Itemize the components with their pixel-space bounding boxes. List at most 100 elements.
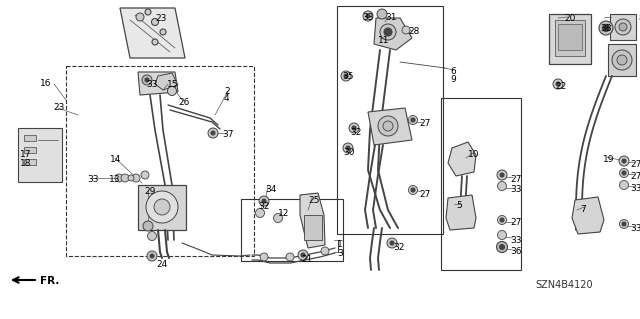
Circle shape: [378, 116, 398, 136]
Circle shape: [402, 26, 410, 34]
Text: 6: 6: [450, 67, 456, 76]
Circle shape: [617, 55, 627, 65]
Text: 33: 33: [510, 185, 522, 194]
Text: 33: 33: [87, 175, 99, 184]
Circle shape: [260, 253, 268, 261]
Circle shape: [349, 123, 359, 133]
Text: 33: 33: [146, 80, 157, 89]
Circle shape: [147, 232, 157, 241]
Bar: [24, 159, 36, 165]
Text: 15: 15: [167, 80, 179, 89]
Text: 34: 34: [265, 185, 276, 194]
Circle shape: [147, 251, 157, 261]
Bar: [610, 14, 636, 40]
Circle shape: [146, 191, 178, 223]
Circle shape: [363, 11, 373, 21]
Text: 25: 25: [308, 196, 319, 205]
Polygon shape: [446, 195, 476, 230]
Circle shape: [411, 118, 415, 122]
Circle shape: [145, 9, 151, 15]
Circle shape: [615, 19, 631, 35]
Polygon shape: [138, 72, 178, 95]
Bar: [555, 20, 585, 56]
Text: 22: 22: [555, 82, 566, 91]
Circle shape: [259, 196, 269, 206]
Text: 32: 32: [393, 243, 404, 252]
Circle shape: [346, 146, 350, 150]
Text: 4: 4: [224, 94, 230, 103]
Circle shape: [500, 218, 504, 222]
Polygon shape: [300, 193, 325, 248]
Text: 10: 10: [468, 150, 479, 159]
Text: 3: 3: [337, 249, 343, 258]
Circle shape: [500, 173, 504, 177]
Polygon shape: [374, 18, 412, 50]
Circle shape: [622, 222, 626, 226]
Bar: [24, 147, 36, 153]
Circle shape: [384, 28, 392, 36]
Text: 38: 38: [600, 24, 611, 33]
Circle shape: [620, 168, 628, 177]
Text: 27: 27: [630, 160, 640, 169]
Circle shape: [262, 199, 266, 203]
Text: 16: 16: [40, 79, 51, 88]
Circle shape: [136, 13, 144, 21]
Polygon shape: [572, 197, 604, 234]
Circle shape: [145, 78, 149, 82]
Bar: [66, 66, 254, 256]
Circle shape: [620, 181, 628, 189]
Circle shape: [298, 250, 308, 260]
Circle shape: [152, 19, 159, 26]
Text: 28: 28: [408, 27, 419, 36]
Circle shape: [602, 25, 609, 32]
Circle shape: [168, 86, 177, 95]
Text: 32: 32: [258, 202, 269, 211]
Circle shape: [154, 199, 170, 215]
Circle shape: [286, 253, 294, 261]
Text: 23: 23: [53, 103, 65, 112]
Circle shape: [160, 29, 166, 35]
Circle shape: [408, 115, 417, 124]
Circle shape: [152, 39, 158, 45]
Text: 33: 33: [510, 236, 522, 245]
Text: 1: 1: [337, 240, 343, 249]
Circle shape: [411, 188, 415, 192]
Circle shape: [341, 71, 351, 81]
Circle shape: [499, 244, 504, 249]
Text: 21: 21: [301, 255, 312, 264]
Text: 31: 31: [385, 13, 397, 22]
Circle shape: [497, 241, 508, 253]
Circle shape: [408, 186, 417, 195]
Circle shape: [553, 79, 563, 89]
Bar: [337, 6, 443, 234]
Circle shape: [121, 174, 129, 182]
Text: 18: 18: [20, 159, 31, 168]
Text: 23: 23: [155, 14, 166, 23]
Circle shape: [115, 174, 123, 182]
Bar: [549, 14, 591, 64]
Circle shape: [143, 221, 153, 231]
Circle shape: [377, 9, 387, 19]
Circle shape: [150, 254, 154, 258]
Text: 33: 33: [362, 13, 374, 22]
Polygon shape: [155, 73, 178, 90]
Text: 19: 19: [603, 155, 614, 164]
Circle shape: [620, 219, 628, 228]
Text: 33: 33: [630, 184, 640, 193]
Text: 29: 29: [144, 187, 156, 196]
Circle shape: [599, 21, 613, 35]
Text: 9: 9: [450, 75, 456, 84]
Circle shape: [321, 247, 329, 255]
Circle shape: [211, 131, 215, 135]
Bar: [138, 185, 186, 230]
Circle shape: [390, 241, 394, 245]
Circle shape: [141, 171, 149, 179]
Circle shape: [366, 14, 370, 18]
Text: 11: 11: [378, 36, 390, 45]
Circle shape: [497, 170, 507, 180]
Circle shape: [497, 231, 506, 240]
Bar: [241, 199, 343, 261]
Circle shape: [497, 216, 506, 225]
Text: 33: 33: [630, 224, 640, 233]
Polygon shape: [368, 108, 412, 145]
